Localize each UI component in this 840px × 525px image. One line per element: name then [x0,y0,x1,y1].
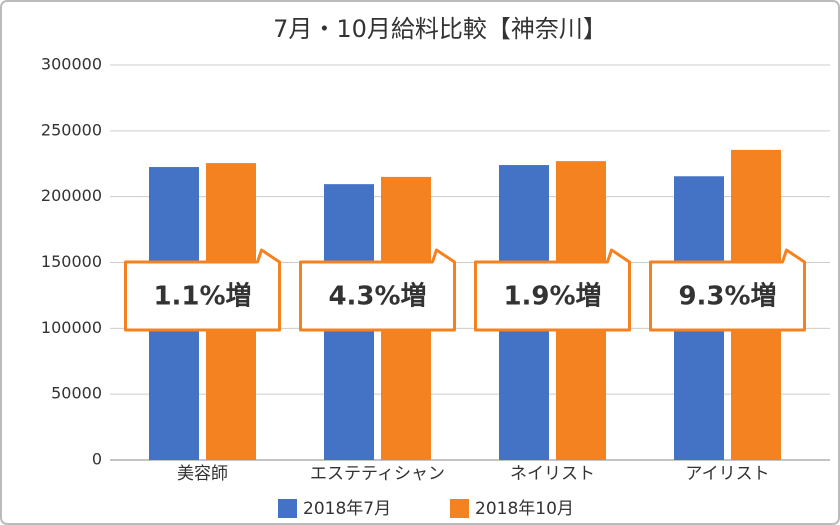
legend-swatch [278,499,297,518]
callout-box [299,248,456,332]
callout-box [474,248,631,332]
y-tick-label: 200000 [41,186,102,205]
y-tick-label: 250000 [41,120,102,139]
y-tick-label: 0 [92,450,102,469]
callout-box [124,248,281,332]
legend-label: 2018年10月 [475,499,574,519]
callout-label: 1.9%増 [503,282,601,312]
legend-swatch [450,499,469,518]
callout-label: 4.3%増 [328,282,426,312]
y-tick-label: 100000 [41,318,102,337]
callout-label: 1.1%増 [153,282,251,312]
callout-box [649,248,806,332]
y-tick-label: 50000 [51,384,102,403]
x-tick-label: エステティシャン [310,464,445,484]
x-tick-label: 美容師 [177,464,228,484]
x-tick-label: ネイリスト [510,464,595,484]
callout-label: 9.3%増 [678,282,776,312]
x-tick-label: アイリスト [685,464,769,484]
y-tick-label: 300000 [41,55,102,74]
legend-label: 2018年7月 [303,499,391,519]
y-tick-label: 150000 [41,252,102,271]
chart-title: 7月・10月給料比較【神奈川】 [273,15,607,43]
